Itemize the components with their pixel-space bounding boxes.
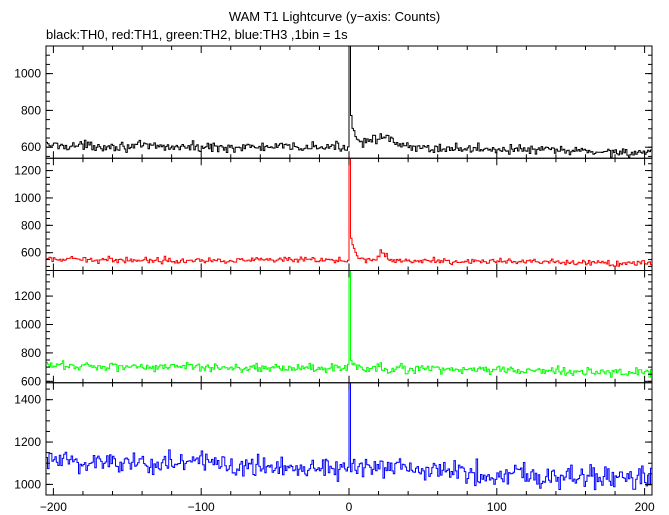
x-tick-label: −100 [188, 500, 215, 514]
chart-title: WAM T1 Lightcurve (y−axis: Counts) [228, 9, 441, 24]
panel-th3: 1000 1200 1400 [14, 382, 653, 496]
y-tick-label: 1000 [14, 317, 41, 331]
y-tick-label: 800 [21, 103, 41, 117]
x-tick-label: −200 [40, 500, 67, 514]
y-tick-label: 1000 [14, 67, 41, 81]
y-tick-label: 600 [21, 140, 41, 154]
y-tick-label: 1000 [14, 191, 41, 205]
series-line-th1 [46, 158, 652, 267]
series-line-th3 [46, 382, 652, 491]
y-tick-label: 800 [21, 218, 41, 232]
y-tick-label: 1400 [14, 393, 41, 407]
panel-th2: 600 800 1000 1200 [14, 270, 653, 388]
y-tick-label: 600 [21, 374, 41, 388]
y-tick-label: 1200 [14, 164, 41, 178]
x-tick-label: 200 [635, 500, 655, 514]
series-line-th0 [46, 46, 652, 159]
x-tick-label: 0 [346, 500, 353, 514]
y-tick-label: 1000 [14, 477, 41, 491]
series-line-th2 [46, 270, 652, 378]
y-tick-label: 1200 [14, 435, 41, 449]
panel-th1: 600 800 1000 1200 [14, 157, 653, 271]
y-tick-label: 1200 [14, 289, 41, 303]
x-tick-label: 100 [487, 500, 507, 514]
chart-subtitle: black:TH0, red:TH1, green:TH2, blue:TH3 … [46, 27, 348, 42]
panel-th0: 600 800 1000 [14, 45, 653, 159]
y-tick-label: 600 [21, 246, 41, 260]
y-tick-label: 800 [21, 346, 41, 360]
